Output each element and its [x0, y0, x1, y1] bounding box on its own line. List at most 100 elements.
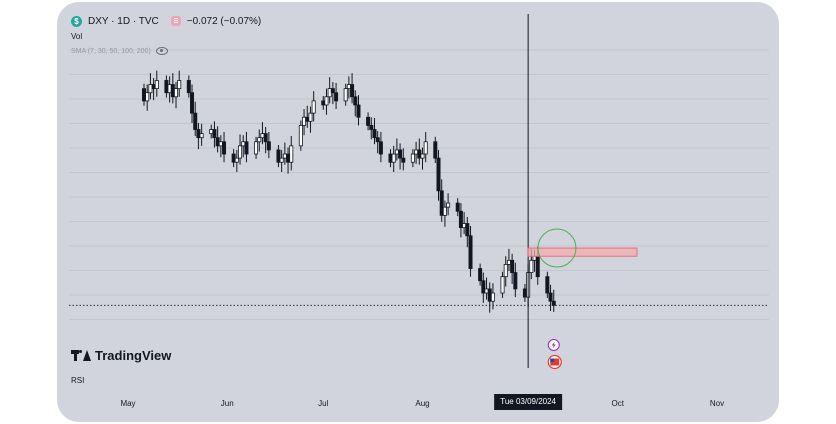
candle [343, 83, 348, 106]
candle [369, 117, 374, 140]
candle [234, 149, 239, 173]
candle [510, 253, 515, 285]
lightning-icon [551, 341, 556, 349]
x-axis-label: Jul [318, 399, 328, 408]
candle [372, 118, 377, 145]
candle [305, 105, 310, 128]
candle-body [375, 137, 380, 143]
candle-body [174, 88, 179, 98]
rsi-label[interactable]: RSI [71, 376, 85, 385]
x-axis-label: May [120, 399, 135, 408]
candle [330, 82, 335, 105]
chart-panel[interactable]: May Jun Jul Aug Oct Nov $ DXY · 1D · TVC −0.0… [57, 2, 779, 422]
candle-body [321, 100, 326, 106]
candle-body [244, 141, 249, 155]
candle [350, 73, 355, 104]
candle [286, 147, 291, 174]
candle [218, 135, 223, 158]
candle [487, 282, 492, 313]
candle [154, 70, 159, 97]
candle [289, 136, 294, 171]
candle [513, 262, 518, 298]
tradingview-logo: TradingView [71, 348, 171, 363]
candle-body [241, 141, 246, 147]
candle-body [458, 210, 463, 229]
candle-body [311, 100, 316, 114]
candle-body [439, 190, 444, 216]
candle-body [388, 153, 393, 163]
candle-body [308, 112, 313, 122]
candle [503, 256, 508, 287]
candle-body [151, 84, 156, 90]
candle-body [356, 104, 361, 118]
candle-body [327, 88, 332, 98]
candle-body [353, 96, 358, 106]
candle-body [500, 276, 505, 294]
candle-body [433, 141, 438, 159]
candle [334, 82, 339, 110]
candle-body [551, 300, 556, 306]
candle-body [234, 157, 239, 163]
candle-body [154, 80, 159, 90]
candle [186, 75, 191, 98]
candle-body [164, 80, 169, 94]
volume-label[interactable]: Vol [71, 32, 83, 41]
candle [356, 95, 361, 126]
lightning-event-icon [547, 339, 560, 351]
price-chart[interactable]: May Jun Jul Aug Oct Nov [57, 2, 779, 422]
candle-body [193, 112, 198, 130]
candle [142, 83, 147, 106]
candle-body [369, 125, 374, 130]
candle-body [532, 255, 537, 261]
candle [196, 122, 201, 150]
candle-body [209, 129, 214, 134]
candle [506, 248, 511, 271]
candle [298, 120, 303, 151]
crosshair-date-label: Tue 03/09/2024 [494, 394, 562, 410]
candle-body [263, 133, 268, 143]
eye-icon[interactable] [155, 47, 168, 55]
candle [148, 73, 153, 100]
x-axis-label: Oct [612, 399, 625, 408]
overlay-group [69, 14, 769, 370]
candle [462, 212, 467, 235]
indicator-settings-icon[interactable] [170, 16, 181, 26]
candle [484, 277, 489, 300]
candle [311, 91, 316, 122]
candle [276, 145, 281, 168]
candle [346, 76, 351, 99]
candle [164, 75, 169, 98]
candle-body [196, 129, 201, 139]
candle-body [186, 80, 191, 94]
candle [266, 131, 271, 159]
candle [302, 109, 307, 136]
candle-body [148, 84, 153, 94]
candle-body [503, 264, 508, 278]
candle [465, 216, 470, 248]
candle [260, 122, 265, 145]
candle [308, 106, 313, 133]
candle-body [417, 149, 422, 159]
us-flag-canton [550, 358, 555, 362]
candle-body [167, 84, 172, 94]
candle-body [142, 88, 147, 102]
candle [401, 148, 406, 171]
candle-body [343, 88, 348, 102]
symbol-label[interactable]: DXY · 1D · TVC [88, 15, 159, 27]
candle-body [529, 259, 534, 273]
candle-body [279, 157, 284, 163]
candle [257, 129, 262, 152]
candle-body [446, 202, 451, 208]
candle [551, 289, 556, 312]
candle [375, 131, 380, 154]
candle-body [484, 288, 489, 294]
candle-body [465, 223, 470, 237]
candles-group [142, 70, 556, 313]
ma-legend[interactable]: SMA (7, 30, 50, 100, 200) [71, 47, 168, 55]
candle-body [324, 96, 329, 106]
candle-body [548, 292, 553, 302]
candle-body [238, 145, 243, 159]
candle-body [398, 149, 403, 159]
symbol-header[interactable]: $ DXY · 1D · TVC −0.072 (−0.07%) [71, 14, 261, 28]
candle [209, 124, 214, 139]
